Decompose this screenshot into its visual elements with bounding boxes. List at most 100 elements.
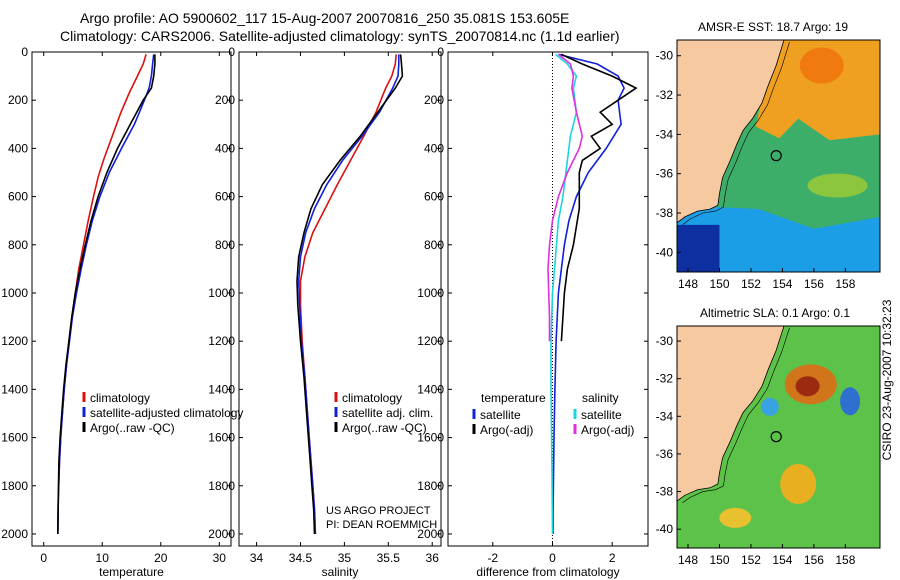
sst-map-land [677,40,785,224]
difference-legend-header: temperature [481,391,546,405]
temperature-ytick-label: 200 [8,93,28,107]
salinity-ytick-label: 1400 [208,382,235,396]
sst-map-ytick-label: -32 [656,88,674,102]
difference-series-salinity-satellite [550,53,578,535]
sst-map-isobath [682,41,790,226]
temperature-xtick-label: 10 [96,551,110,565]
salinity-ytick-label: 1800 [208,479,235,493]
temperature-series-argo-raw-qc [57,54,156,535]
sla-map-ytick-label: -40 [656,522,674,536]
pi-credit: PI: DEAN ROEMMICH [326,519,438,531]
sla-map-ytick-label: -30 [656,334,674,348]
sla-map-xtick-label: 158 [835,553,855,567]
salinity-legend-label: climatology [342,391,402,405]
salinity-ytick-label: 1200 [208,334,235,348]
sst-map-xtick-label: 158 [835,277,855,291]
difference-ytick-label: 1000 [417,286,444,300]
salinity-axes-box [238,51,442,547]
sla-map-xtick-label: 152 [741,553,761,567]
difference-xtick-label: 2 [609,551,616,565]
date-stamp: CSIRO 23-Aug-2007 10:32:23 [880,299,894,461]
sst-cool-water [677,205,880,272]
argo-float-marker [770,431,782,443]
difference-axes-box [447,51,649,547]
temperature-ytick-label: 600 [8,190,28,204]
difference-legend-label: satellite [480,408,521,422]
sst-cold-water [677,224,720,272]
sla-map-xtick-label: 154 [772,553,792,567]
difference-ytick-label: 1800 [417,479,444,493]
salinity-series-argo-raw-qc [296,54,404,535]
temperature-ytick-label: 0 [21,45,28,59]
difference-xtick-label: 0 [549,551,556,565]
sla-map-ytick-label: -38 [656,485,674,499]
sla-map-ytick-label: -36 [656,447,674,461]
difference-ytick-label: 2000 [417,527,444,541]
difference-legend-label: Argo(-adj) [480,423,533,437]
difference-ytick-label: 1600 [417,431,444,445]
sla-low-eddy [760,397,779,416]
sla-map-ytick-label: -32 [656,372,674,386]
sst-map-ytick-label: -34 [656,127,674,141]
sst-warm-water [755,40,880,141]
difference-x-axis-label: difference from climatology [476,565,619,579]
difference-series-salinity-argo-adj [547,53,584,342]
sst-map-xtick-label: 148 [678,277,698,291]
temperature-x-axis-label: temperature [99,565,164,579]
temperature-axes-box [31,51,232,547]
sst-map-xtick-label: 152 [741,277,761,291]
temperature-ytick-label: 1400 [1,382,28,396]
salinity-xtick-label: 35 [338,551,352,565]
salinity-ytick-label: 2000 [208,527,235,541]
temperature-xtick-label: 20 [154,551,168,565]
temperature-ytick-label: 2000 [1,527,28,541]
sst-map-frame [676,39,881,273]
difference-ytick-label: 800 [424,238,444,252]
sst-map-field [677,40,880,272]
sst-map-xtick-label: 154 [772,277,792,291]
difference-xtick-label: -2 [487,551,498,565]
sla-map-xtick-label: 148 [678,553,698,567]
temperature-xtick-label: 0 [40,551,47,565]
temperature-xtick-label: 30 [213,551,227,565]
sla-warm-patch [780,464,817,505]
temperature-ytick-label: 1800 [1,479,28,493]
difference-series-temperature-argo-adj [560,53,638,342]
sla-map-frame [676,325,881,549]
project-credit: US ARGO PROJECT [326,505,431,517]
salinity-x-axis-label: salinity [322,565,359,579]
sla-map-xtick-label: 156 [804,553,824,567]
salinity-xtick-label: 34 [250,551,264,565]
difference-series-temperature-satellite [552,53,625,534]
argo-float-marker [770,150,782,162]
difference-legend-header: salinity [582,391,619,405]
sla-warm-patch [719,507,752,528]
sst-map-ytick-label: -36 [656,167,674,181]
difference-ytick-label: 1400 [417,382,444,396]
sst-map-ytick-label: -30 [656,49,674,63]
salinity-xtick-label: 35.5 [377,551,401,565]
temperature-legend-label: Argo(..raw -QC) [90,421,175,435]
figure-title-line-2: Climatology: CARS2006. Satellite-adjuste… [60,28,620,44]
salinity-ytick-label: 400 [215,141,235,155]
salinity-legend-label: Argo(..raw -QC) [342,421,427,435]
salinity-xtick-label: 36 [426,551,440,565]
salinity-ytick-label: 200 [215,93,235,107]
salinity-ytick-label: 1600 [208,431,235,445]
sst-front [807,173,868,198]
salinity-xtick-label: 34.5 [289,551,313,565]
difference-ytick-label: 0 [437,45,444,59]
salinity-legend-label: satellite adj. clim. [342,406,433,420]
sst-map-xtick-label: 150 [709,277,729,291]
sst-map-ytick-label: -38 [656,206,674,220]
salinity-ytick-label: 0 [228,45,235,59]
sla-low-eddy [840,387,861,416]
salinity-ytick-label: 1000 [208,286,235,300]
salinity-ytick-label: 800 [215,238,235,252]
difference-legend-label: satellite [581,408,622,422]
temperature-ytick-label: 1000 [1,286,28,300]
difference-legend-label: Argo(-adj) [581,423,634,437]
sst-map-xtick-label: 156 [804,277,824,291]
difference-ytick-label: 1200 [417,334,444,348]
